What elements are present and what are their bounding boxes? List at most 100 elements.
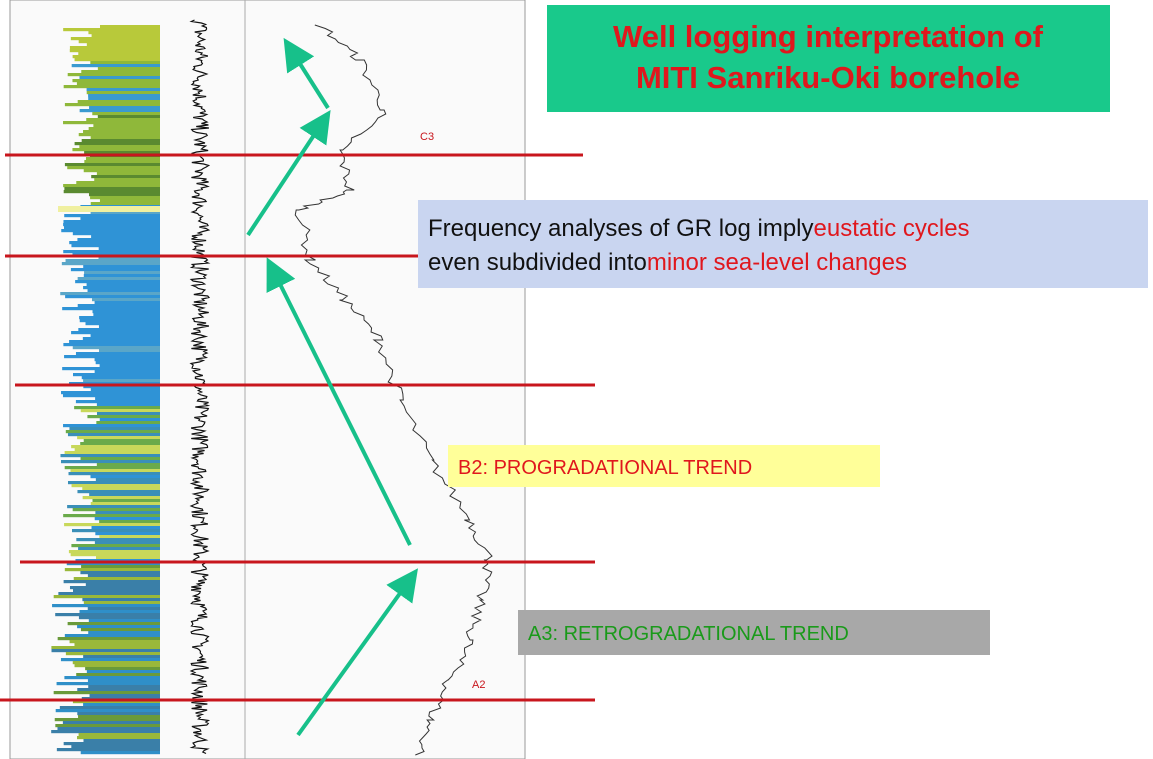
lithology-stripe [66,430,160,433]
lithology-stripe [73,346,160,349]
lithology-stripe [90,61,160,64]
lithology-stripe [88,31,160,34]
lithology-stripe [64,214,160,217]
lithology-stripe [63,250,160,253]
lithology-stripe [83,286,160,289]
lithology-stripe [73,661,160,664]
lithology-stripe [76,538,160,541]
lithology-stripe [67,505,160,508]
lithology-stripe [65,295,160,298]
lithology-stripe [83,265,160,268]
lithology-stripe [78,304,160,307]
lithology-stripe [88,679,160,682]
a3-label: A3: RETROGRADATIONAL TREND [528,623,849,645]
lithology-stripe [90,196,160,199]
lithology-stripe [96,421,160,424]
b2-label: B2: PROGRADATIONAL TREND [458,457,752,479]
lithology-stripe [77,736,160,739]
lithology-stripe [96,478,160,481]
lithology-stripe [57,748,160,751]
lithology-stripe [98,115,160,118]
lithology-stripe [70,640,160,643]
lithology-stripe [62,367,160,370]
lithology-stripe [74,577,160,580]
lithology-stripe [64,676,160,679]
lithology-stripe [83,379,160,382]
lithology-stripe [75,448,160,451]
lithology-stripe [69,241,160,244]
lithology-stripe [81,457,160,460]
note-highlight: eustatic cycles [814,215,970,242]
lithology-stripe [77,688,160,691]
lithology-stripe [71,268,160,271]
lithology-stripe [88,607,160,610]
lithology-stripe [83,703,160,706]
lithology-stripe [99,325,160,328]
lithology-stripe [97,412,160,415]
lithology-stripe [82,598,160,601]
lithology-stripe [82,487,160,490]
lithology-stripe [64,85,160,88]
lithology-stripe [77,238,160,241]
lithology-stripe [69,427,160,430]
lithology-stripe [77,436,160,439]
lithology-stripe [80,109,160,112]
lithology-stripe [61,658,160,661]
lithology-stripe [70,46,160,49]
lithology-stripe [89,106,160,109]
lithology-stripe [97,463,160,466]
note-line: even subdivided intominor sea-level chan… [428,249,907,276]
lithology-stripe [89,193,160,196]
lithology-stripe [81,628,160,631]
lithology-stripe [87,91,160,94]
lithology-stripe [70,469,160,472]
lithology-stripe [93,313,160,316]
lithology-stripe [87,415,160,418]
lithology-stripe [63,721,160,724]
lithology-stripe [72,529,160,532]
lithology-stripe [95,301,160,304]
lithology-stripe [71,331,160,334]
lithology-stripe [63,121,160,124]
lithology-stripe [73,508,160,511]
lithology-stripe [79,316,160,319]
lithology-stripe [64,226,160,229]
lithology-stripe [54,691,160,694]
lithology-stripe [84,274,160,277]
lithology-stripe [80,319,160,322]
lithology-stripe [92,499,160,502]
lithology-stripe [66,259,160,262]
lithology-stripe [65,568,160,571]
lithology-stripe [86,118,160,121]
lithology-stripe [60,706,160,709]
lithology-stripe [73,373,160,376]
lithology-stripe [56,709,160,712]
lithology-stripe [91,235,160,238]
lithology-stripe [55,718,160,721]
lithology-stripe [61,391,160,394]
lithology-stripe [72,79,160,82]
lithology-stripe [87,43,160,46]
lithology-stripe [81,70,160,73]
page: C3 A2 Well logging interpretation of MIT… [0,0,1153,759]
lithology-stripe [84,160,160,163]
lithology-stripe [95,532,160,535]
lithology-stripe [79,76,160,79]
lithology-stripe [68,481,160,484]
lithology-stripe [65,103,160,106]
lithology-stripe [78,100,160,103]
lithology-stripe [62,307,160,310]
lithology-stripe [65,163,160,166]
lithology-stripe [99,349,160,352]
lithology-stripe [76,352,160,355]
lithology-stripe [88,94,160,97]
lithology-stripe [93,124,160,127]
lithology-stripe [84,601,160,604]
lithology-stripe [89,493,160,496]
lithology-stripe [78,715,160,718]
lithology-stripe [67,166,160,169]
lithology-stripe [54,595,160,598]
lithology-stripe [74,406,160,409]
lithology-stripe [71,553,160,556]
lithology-stripe [88,289,160,292]
